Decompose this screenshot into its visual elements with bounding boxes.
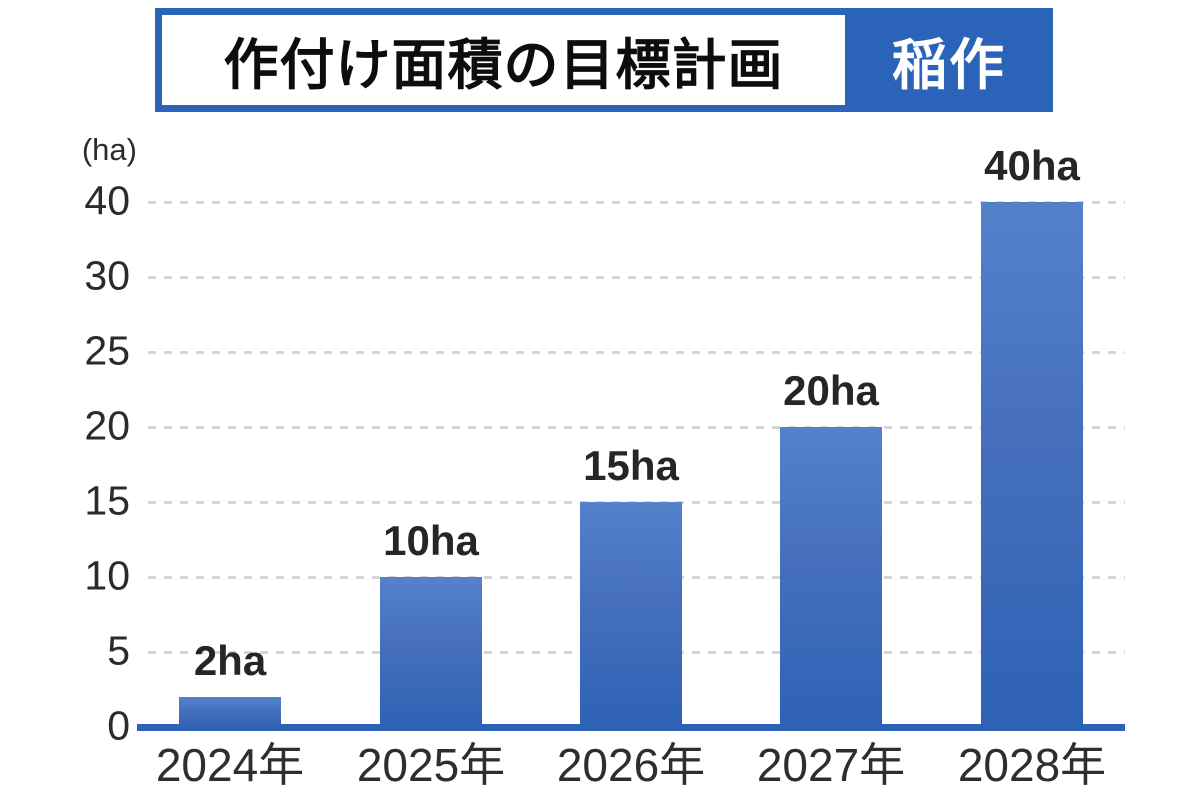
y-tick-15: 15 — [84, 477, 130, 524]
gridline-30 — [148, 276, 1125, 279]
x-axis-label-2025年: 2025年 — [356, 739, 506, 791]
y-axis-unit-label: (ha) — [81, 132, 137, 167]
y-tick-0: 0 — [107, 702, 130, 749]
y-tick-40: 40 — [84, 177, 130, 224]
y-tick-25: 25 — [84, 327, 130, 374]
bar-2024年 — [179, 697, 281, 729]
bar-value-label-2027年: 20ha — [783, 367, 879, 414]
y-tick-20: 20 — [84, 402, 130, 449]
x-axis-label-2028年: 2028年 — [957, 739, 1107, 791]
bar-value-label-2028年: 40ha — [984, 142, 1080, 189]
bar-2026年 — [580, 502, 682, 729]
page-title: 作付け面積の目標計画 — [223, 34, 784, 96]
rice-category-badge: 稲作 — [845, 8, 1053, 112]
bar-value-label-2024年: 2ha — [193, 637, 267, 684]
x-axis-label-2027年: 2027年 — [756, 739, 906, 791]
bar-2028年 — [981, 202, 1083, 729]
gridline-40 — [148, 201, 1125, 204]
bar-value-label-2025年: 10ha — [383, 517, 479, 564]
y-tick-30: 30 — [84, 252, 130, 299]
bar-2027年 — [780, 427, 882, 729]
gridline-25 — [148, 351, 1125, 354]
bar-value-label-2026年: 15ha — [583, 442, 679, 489]
x-axis-label-2026年: 2026年 — [556, 739, 706, 791]
title-box: 作付け面積の目標計画 稲作 — [155, 8, 1053, 112]
bar-2025年 — [380, 577, 482, 729]
y-tick-5: 5 — [107, 627, 130, 674]
y-tick-10: 10 — [84, 552, 130, 599]
gridline-20 — [148, 426, 1125, 429]
x-axis-label-2024年: 2024年 — [155, 739, 305, 791]
